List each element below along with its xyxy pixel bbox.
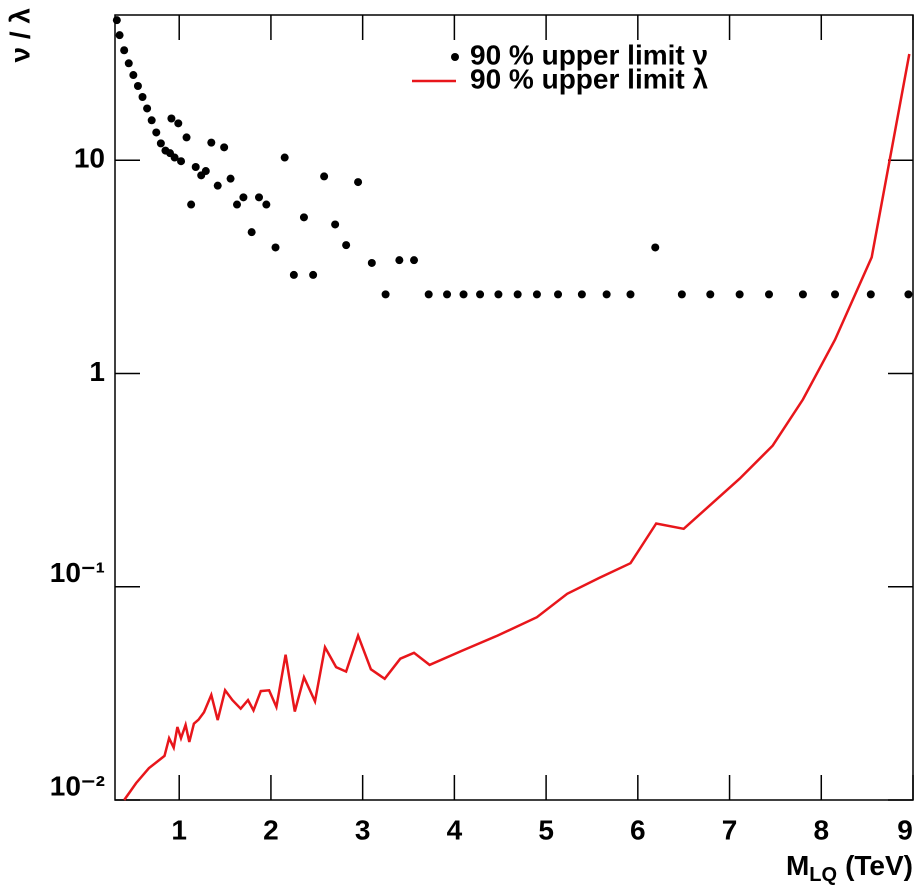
x-tick-label: 1 xyxy=(171,814,187,845)
data-point xyxy=(395,256,404,265)
data-point xyxy=(866,290,875,299)
data-point xyxy=(354,178,363,187)
x-tick-label: 6 xyxy=(630,814,646,845)
data-line xyxy=(123,53,911,801)
data-point xyxy=(112,16,121,25)
data-point xyxy=(170,153,179,162)
data-point xyxy=(289,270,298,279)
data-point xyxy=(182,133,191,142)
x-label-unit: (TeV) xyxy=(845,850,913,881)
data-point xyxy=(443,290,452,299)
data-point xyxy=(226,174,235,183)
data-point xyxy=(129,71,138,80)
data-point xyxy=(201,167,210,176)
data-point xyxy=(280,153,289,162)
y-tick-label: 1 xyxy=(89,356,105,387)
data-point xyxy=(239,193,248,202)
data-point xyxy=(255,193,264,202)
data-point xyxy=(494,290,503,299)
data-point xyxy=(331,220,340,229)
data-point xyxy=(554,290,563,299)
data-point xyxy=(367,258,376,267)
legend-marker xyxy=(451,53,459,61)
data-point xyxy=(706,290,715,299)
data-point xyxy=(207,138,216,147)
x-label-subscript: LQ xyxy=(809,864,837,886)
data-point xyxy=(191,162,200,171)
data-point xyxy=(177,157,186,166)
y-tick-label: 10 xyxy=(74,143,105,174)
x-tick-label: 2 xyxy=(263,814,279,845)
data-point xyxy=(271,243,280,252)
data-point xyxy=(459,290,468,299)
data-point xyxy=(124,59,133,68)
data-point xyxy=(764,290,773,299)
data-point xyxy=(735,290,744,299)
data-point xyxy=(232,200,241,209)
data-point xyxy=(213,181,222,190)
data-point xyxy=(577,290,586,299)
x-axis-label: MLQ (TeV) xyxy=(786,850,913,886)
legend-label: 90 % upper limit ν xyxy=(470,39,708,70)
y-tick-label: 10⁻² xyxy=(50,770,105,801)
x-label-main: M xyxy=(786,850,809,881)
x-tick-label: 4 xyxy=(447,814,463,845)
data-point xyxy=(904,290,913,299)
data-point xyxy=(424,290,433,299)
data-point xyxy=(309,270,318,279)
data-point xyxy=(167,114,176,123)
x-tick-label: 5 xyxy=(538,814,554,845)
data-point xyxy=(115,31,124,40)
x-tick-label: 3 xyxy=(355,814,371,845)
data-point xyxy=(152,128,161,137)
data-point xyxy=(602,290,611,299)
data-point xyxy=(476,290,485,299)
data-point xyxy=(532,290,541,299)
data-point xyxy=(320,172,329,181)
legend-label: 90 % upper limit λ xyxy=(470,63,708,94)
data-point xyxy=(174,119,183,128)
data-point xyxy=(220,143,229,152)
data-point xyxy=(247,228,256,237)
data-point xyxy=(147,116,156,125)
y-axis-label: ν / λ xyxy=(4,8,35,63)
data-point xyxy=(831,290,840,299)
data-point xyxy=(133,81,142,90)
data-point xyxy=(138,93,147,102)
data-point xyxy=(120,46,129,55)
data-point xyxy=(262,200,271,209)
data-point xyxy=(156,139,165,148)
data-point xyxy=(626,290,635,299)
y-tick-label: 10⁻¹ xyxy=(50,557,105,588)
data-point xyxy=(299,213,308,222)
data-point xyxy=(143,104,152,113)
data-point xyxy=(651,243,660,252)
plot-frame xyxy=(114,14,914,801)
data-point xyxy=(677,290,686,299)
x-tick-label: 9 xyxy=(897,814,913,845)
data-point xyxy=(513,290,522,299)
data-point xyxy=(798,290,807,299)
data-point xyxy=(410,256,419,265)
x-tick-label: 7 xyxy=(722,814,738,845)
data-point xyxy=(187,200,196,209)
data-point xyxy=(342,241,351,250)
x-tick-label: 8 xyxy=(813,814,829,845)
data-point xyxy=(381,290,390,299)
